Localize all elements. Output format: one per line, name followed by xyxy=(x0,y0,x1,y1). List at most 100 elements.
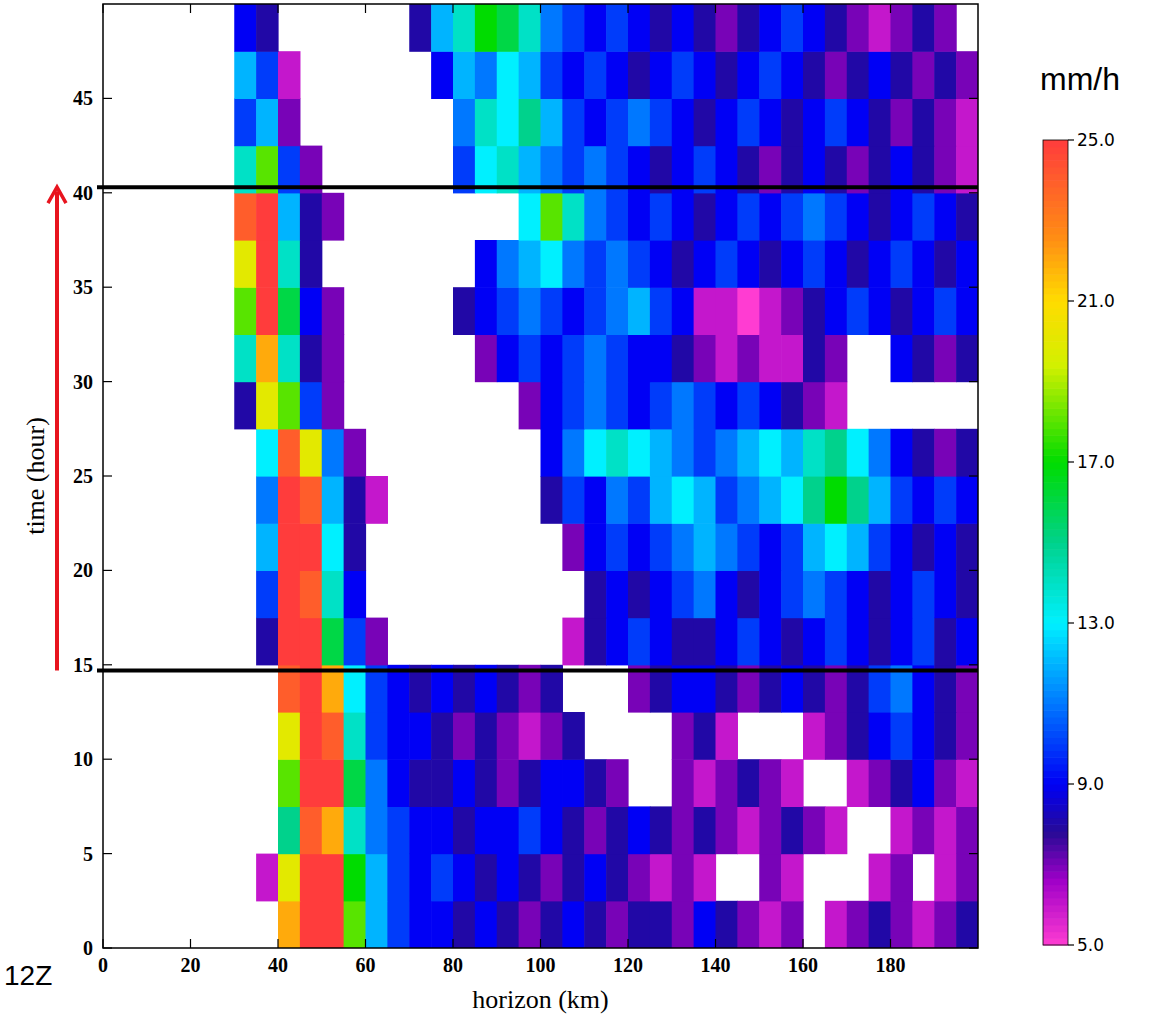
colorbar-slice xyxy=(1043,623,1068,630)
cell xyxy=(562,98,584,146)
colorbar-slice xyxy=(1043,267,1068,274)
colorbar-slice xyxy=(1043,583,1068,590)
cell xyxy=(344,618,366,666)
cell xyxy=(322,759,344,807)
cell xyxy=(934,712,956,760)
cell xyxy=(912,901,934,948)
cell xyxy=(934,98,956,146)
cell xyxy=(475,759,497,807)
cell xyxy=(672,287,694,335)
cell xyxy=(431,806,453,854)
colorbar-tick-label: 5.0 xyxy=(1077,935,1104,955)
x-tick-label: 100 xyxy=(526,954,556,976)
cell xyxy=(541,901,563,948)
colorbar-slice xyxy=(1043,764,1068,771)
cell xyxy=(825,476,847,524)
cell xyxy=(628,901,650,948)
cell xyxy=(781,429,803,477)
cell xyxy=(803,570,825,618)
colorbar-slice xyxy=(1043,663,1068,670)
cell xyxy=(803,287,825,335)
cell xyxy=(475,901,497,948)
time-label: 12Z xyxy=(4,960,52,991)
cell xyxy=(562,240,584,288)
cell xyxy=(606,4,628,52)
cell xyxy=(759,429,781,477)
cell xyxy=(847,523,869,571)
cell xyxy=(737,98,759,146)
cell xyxy=(891,98,913,146)
x-axis-title: horizon (km) xyxy=(472,985,608,1014)
cell xyxy=(519,193,541,241)
cell xyxy=(803,476,825,524)
cell xyxy=(300,523,322,571)
cell xyxy=(694,712,716,760)
cell xyxy=(562,759,584,807)
x-tick xyxy=(277,939,278,948)
cell xyxy=(562,712,584,760)
cell xyxy=(344,759,366,807)
colorbar-slice xyxy=(1043,382,1068,389)
cell xyxy=(737,901,759,948)
cell xyxy=(519,759,541,807)
cell xyxy=(606,570,628,618)
x-tick xyxy=(540,939,541,948)
cell xyxy=(628,240,650,288)
cell xyxy=(803,382,825,430)
colorbar-slice xyxy=(1043,724,1068,731)
y-tick xyxy=(103,98,112,99)
colorbar-slice xyxy=(1043,603,1068,610)
cell xyxy=(737,523,759,571)
cell xyxy=(956,287,978,335)
cell xyxy=(737,570,759,618)
cell xyxy=(628,98,650,146)
cell xyxy=(519,240,541,288)
y-axis-title: time (hour) xyxy=(21,417,50,535)
cell xyxy=(278,901,300,948)
colorbar-slice xyxy=(1043,636,1068,643)
cell xyxy=(497,240,519,288)
colorbar-frame xyxy=(1043,140,1068,945)
colorbar-slice xyxy=(1043,227,1068,234)
cell xyxy=(519,382,541,430)
y-tick xyxy=(103,664,112,665)
colorbar-slice xyxy=(1043,301,1068,308)
cell xyxy=(431,854,453,902)
colorbar-slice xyxy=(1043,556,1068,563)
cell xyxy=(737,429,759,477)
cell xyxy=(366,806,388,854)
cell xyxy=(278,240,300,288)
colorbar-slice xyxy=(1043,670,1068,677)
cell xyxy=(694,570,716,618)
cell xyxy=(300,712,322,760)
cell xyxy=(716,618,738,666)
cell xyxy=(475,854,497,902)
cell xyxy=(737,4,759,52)
colorbar-slice xyxy=(1043,932,1068,939)
colorbar-slice xyxy=(1043,489,1068,496)
cell xyxy=(956,759,978,807)
cell xyxy=(344,901,366,948)
cell xyxy=(934,193,956,241)
colorbar-slice xyxy=(1043,153,1068,160)
colorbar-slice xyxy=(1043,744,1068,751)
cell xyxy=(934,334,956,382)
cell xyxy=(803,240,825,288)
colorbar-slice xyxy=(1043,341,1068,348)
colorbar-slice xyxy=(1043,241,1068,248)
cell xyxy=(781,193,803,241)
colorbar-slice xyxy=(1043,335,1068,342)
cell xyxy=(322,523,344,571)
cell xyxy=(453,806,475,854)
y-tick-label: 0 xyxy=(83,937,93,959)
cell xyxy=(497,901,519,948)
cell xyxy=(934,4,956,52)
cell xyxy=(891,523,913,571)
cell xyxy=(562,334,584,382)
cell xyxy=(628,287,650,335)
cell xyxy=(672,712,694,760)
cell xyxy=(891,429,913,477)
cell xyxy=(497,51,519,99)
cell xyxy=(781,51,803,99)
colorbar-slice xyxy=(1043,294,1068,301)
